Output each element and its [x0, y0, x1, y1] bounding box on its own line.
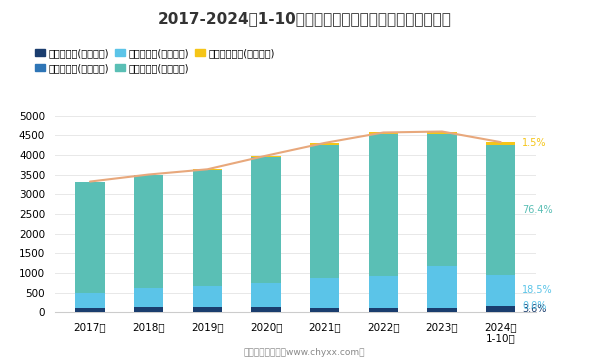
Bar [368, 135, 398, 276]
Text: 1.5%: 1.5% [523, 139, 547, 148]
Bar [486, 142, 515, 145]
Bar [486, 145, 515, 275]
Bar [134, 307, 163, 312]
Bar [76, 308, 105, 312]
Bar [252, 307, 281, 312]
Text: 0.0%: 0.0% [523, 301, 547, 311]
Bar [192, 286, 222, 307]
Bar [76, 293, 105, 308]
Text: 76.4%: 76.4% [523, 205, 553, 215]
Bar [428, 131, 457, 135]
Bar [134, 174, 163, 175]
Bar [310, 308, 339, 312]
Bar [368, 276, 398, 308]
Bar [252, 156, 281, 157]
Bar [428, 266, 457, 308]
Bar [192, 170, 222, 286]
Text: 2017-2024年1-10月四川省各品种发电量累计产量统计图: 2017-2024年1-10月四川省各品种发电量累计产量统计图 [158, 11, 451, 26]
Bar [486, 306, 515, 312]
Text: 3.6%: 3.6% [523, 304, 547, 314]
Bar [310, 145, 339, 279]
Text: 18.5%: 18.5% [523, 285, 553, 295]
Bar [252, 283, 281, 307]
Text: 制图：智研咋询（www.chyxx.com）: 制图：智研咋询（www.chyxx.com） [244, 349, 365, 358]
Bar [486, 275, 515, 306]
Bar [368, 132, 398, 135]
Bar [310, 143, 339, 145]
Legend: 风力发电量(亿千瓦时), 核能发电量(亿千瓦时), 火力发电量(亿千瓦时), 水力发电量(亿千瓦时), 太阳能发电量(亿千瓦时): 风力发电量(亿千瓦时), 核能发电量(亿千瓦时), 火力发电量(亿千瓦时), 水… [35, 48, 275, 73]
Bar [368, 308, 398, 312]
Bar [134, 175, 163, 288]
Bar [428, 135, 457, 266]
Bar [76, 182, 105, 293]
Bar [192, 169, 222, 170]
Bar [134, 288, 163, 307]
Bar [192, 307, 222, 312]
Bar [252, 157, 281, 283]
Bar [428, 308, 457, 312]
Bar [310, 279, 339, 308]
